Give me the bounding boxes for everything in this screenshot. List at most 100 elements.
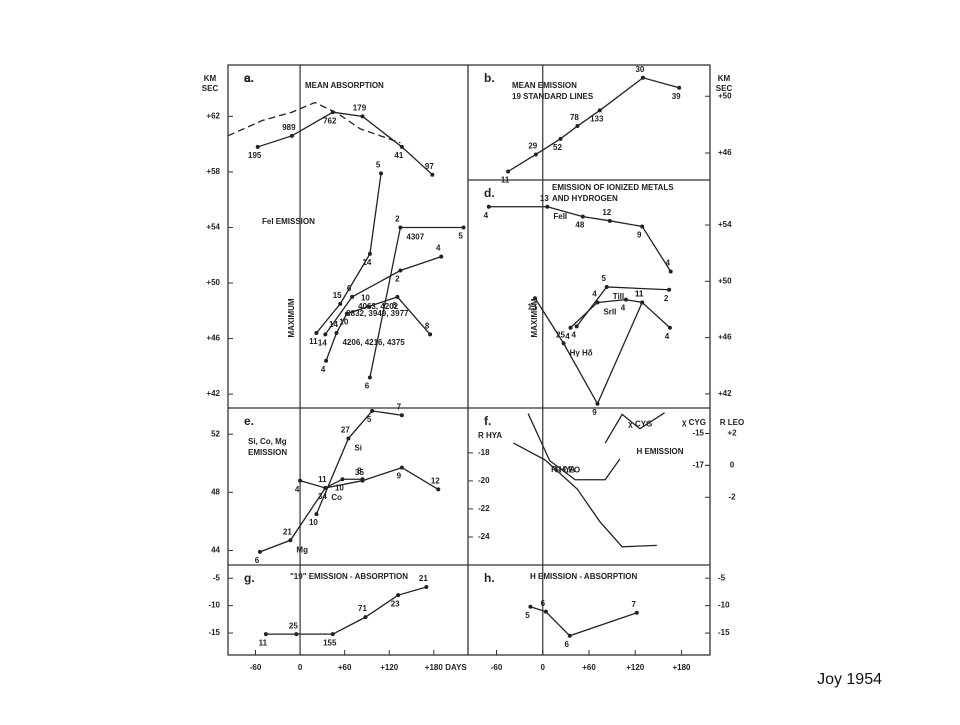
y-tick-label: -10 [208,601,220,610]
data-point [338,301,343,306]
panel-title: Si, Co, Mg [248,437,287,446]
data-point [533,152,538,157]
point-label: 39 [672,92,681,101]
point-label: 5 [367,415,372,424]
panel-title: 19 STANDARD LINES [512,92,594,101]
series-line [324,256,442,335]
data-point [567,633,572,638]
point-label: 11 [635,290,644,299]
series-name: Si [354,444,362,453]
y-tick-label: +54 [206,223,220,232]
point-label: 5 [601,274,606,283]
y2-axis-label: χ CYG [682,418,706,427]
y-tick-label: +50 [718,91,732,100]
data-point [604,284,609,289]
data-point [506,169,511,174]
y-tick-label: -24 [478,532,490,541]
data-point [543,609,548,614]
series-line [527,413,621,481]
series-name: R LEO [556,466,580,475]
point-label: 7 [397,402,402,411]
series-name: Hγ Hδ [570,348,593,357]
y-tick-label: +46 [206,334,220,343]
y-tick-label: +46 [718,148,732,157]
annotation: H EMISSION [636,447,683,456]
point-label: 4 [436,244,441,253]
point-label: 155 [323,638,337,647]
data-point [545,204,550,209]
data-point [668,269,673,274]
point-label: 6 [347,284,352,293]
data-point [439,254,444,259]
point-label: 7 [632,600,637,609]
data-point [314,331,319,336]
series-line [325,296,431,362]
point-label: 5 [376,160,381,169]
point-label: 2 [395,215,400,224]
point-label: 6 [392,301,397,310]
point-label: 10 [335,483,344,492]
series-name: TiII [613,292,624,301]
series-name: 4063, 4202 [358,302,399,311]
panel-label: b. [484,71,495,85]
point-label: 14 [329,320,338,329]
x-tick-label: +180 [672,663,691,672]
y-tick-label: +50 [206,278,220,287]
point-label: 4 [571,330,576,339]
panel-title: H EMISSION - ABSORPTION [530,572,637,581]
data-point [486,204,491,209]
data-point [574,324,579,329]
frame [227,64,711,656]
x-tick-label: 0 [298,663,303,672]
data-point [360,478,365,483]
data-point [344,311,349,316]
series-line [315,173,382,334]
point-label: 4 [592,290,597,299]
y-tick-label: -15 [692,429,704,438]
point-label: 21 [419,574,428,583]
series-name: SrII [603,308,616,317]
y-tick-label: +2 [727,429,737,438]
point-label: 12 [431,477,440,486]
data-point [461,225,466,230]
panel-label: a. [244,71,254,85]
x-tick-label: +60 [338,663,352,672]
point-label: 11 [635,290,644,299]
point-label: 4 [665,259,670,268]
point-label: 97 [425,162,434,171]
point-label: 5 [458,232,463,241]
series-line [534,297,643,406]
point-label: 23 [391,599,400,608]
point-label: 6 [565,640,570,649]
panel-label: h. [484,571,495,585]
x-tick-label: -60 [250,663,262,672]
point-label: 133 [590,115,604,124]
y-tick-label: -10 [718,601,730,610]
point-label: 52 [553,143,562,152]
data-point [595,401,600,406]
point-label: 27 [341,426,350,435]
y-tick-label: -15 [208,628,220,637]
data-point [424,584,429,589]
data-point [360,114,365,119]
point-label: 4 [621,304,626,313]
panel-title: EMISSION OF IONIZED METALS [552,183,674,192]
x-tick-label: +120 [626,663,645,672]
point-label: 4 [565,332,570,341]
data-point [640,300,645,305]
point-label: 13 [528,302,537,311]
series-name: FeII [553,212,567,221]
point-label: 8 [425,322,430,331]
panel-label: e. [244,414,254,428]
data-point [595,300,600,305]
point-label: 8 [357,466,362,475]
data-point [340,477,345,482]
point-label: 9 [637,231,642,240]
panel-label: d. [484,186,495,200]
data-point [395,294,400,299]
data-point [399,413,404,418]
point-label: 2 [395,275,400,284]
series-name: Co [331,493,342,502]
x-tick-label: 0 [541,663,546,672]
x-axis-label: DAYS [445,663,467,672]
